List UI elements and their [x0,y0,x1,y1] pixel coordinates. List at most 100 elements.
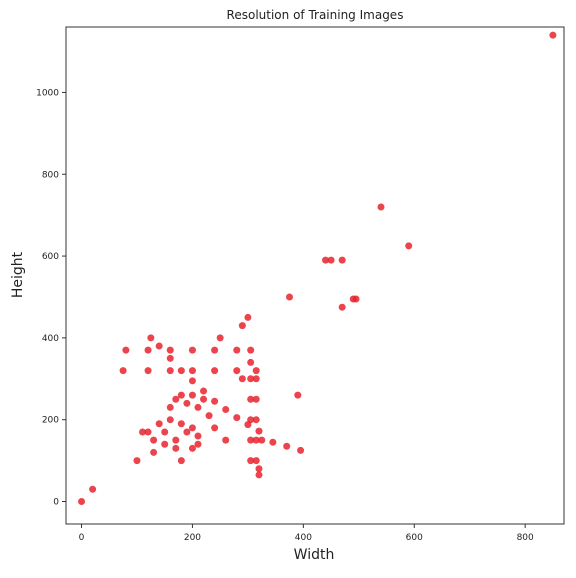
data-point [161,440,169,448]
data-point [188,346,196,354]
data-point [283,442,291,450]
data-point [233,414,241,422]
data-point [238,322,246,330]
x-tick-label: 600 [406,533,423,543]
plot-area [65,26,565,525]
data-point [166,403,174,411]
data-point [297,446,305,454]
data-point [139,428,147,436]
data-point [222,405,230,413]
x-axis-label: Width [294,547,335,563]
data-point [172,444,180,452]
data-point [285,293,293,301]
data-point [216,334,224,342]
data-point [144,428,152,436]
data-point [255,471,263,479]
y-tick-label: 600 [42,252,59,262]
data-point [188,391,196,399]
data-point [166,416,174,424]
data-point [89,485,97,493]
data-point [194,403,202,411]
x-tick-label: 800 [517,533,534,543]
data-point [255,465,263,473]
x-tick-label: 200 [184,533,201,543]
data-point [244,313,252,321]
data-point [247,457,255,465]
data-point [78,498,86,506]
data-point [233,367,241,375]
data-point [327,256,335,264]
data-point [252,457,260,465]
data-point [549,31,557,39]
y-axis-label: Height [10,251,26,298]
y-tick-label: 400 [42,334,59,344]
data-point [247,375,255,383]
y-tick-label: 800 [42,170,59,180]
data-point [166,354,174,362]
data-point [122,346,130,354]
data-point [222,436,230,444]
data-point [150,448,158,456]
data-point [255,427,263,435]
data-point [188,424,196,432]
y-tick-label: 1000 [36,88,59,98]
data-point [211,424,219,432]
y-tick-label: 0 [53,498,59,508]
data-point [238,375,246,383]
data-point [377,203,385,211]
data-point [155,420,163,428]
data-point [205,412,213,420]
data-point [269,438,277,446]
data-points [78,31,557,506]
data-point [194,432,202,440]
data-point [352,295,360,303]
data-point [166,346,174,354]
data-point [155,342,163,350]
y-tick-label: 200 [42,416,59,426]
data-point [161,428,169,436]
x-axis: 0 200 400 600 800 [79,524,534,543]
data-point [252,367,260,375]
data-point [294,391,302,399]
chart-title: Resolution of Training Images [227,8,404,22]
data-point [200,387,208,395]
y-axis: 0 200 400 600 800 1000 [36,88,66,508]
data-point [188,444,196,452]
data-point [177,457,185,465]
data-point [150,436,158,444]
data-point [172,436,180,444]
data-point [194,440,202,448]
data-point [144,346,152,354]
data-point [177,420,185,428]
data-point [338,303,346,311]
data-point [247,346,255,354]
data-point [177,391,185,399]
data-point [177,367,185,375]
data-point [252,395,260,403]
plot-frame [65,26,565,525]
data-point [188,377,196,385]
data-point [252,375,260,383]
data-point [211,346,219,354]
data-point [322,256,330,264]
data-point [252,416,260,424]
data-point [119,367,127,375]
x-tick-label: 0 [79,533,85,543]
data-point [172,395,180,403]
data-point [188,367,196,375]
data-point [183,399,191,407]
data-point [200,395,208,403]
x-tick-label: 400 [295,533,312,543]
data-point [144,367,152,375]
data-point [405,242,413,250]
data-point [258,436,266,444]
data-point [183,428,191,436]
data-point [247,436,255,444]
data-point [338,256,346,264]
data-point [166,367,174,375]
data-point [252,436,260,444]
data-point [211,367,219,375]
data-point [247,358,255,366]
